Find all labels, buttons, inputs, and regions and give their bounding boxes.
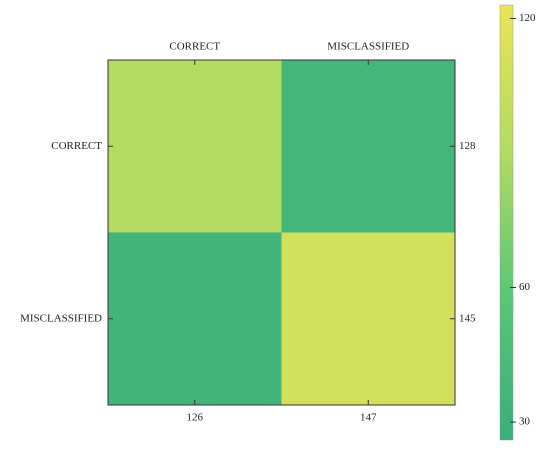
x-label-top: MISCLASSIFIED	[327, 41, 409, 53]
cell	[281, 60, 455, 233]
colorbar-label: 120	[519, 12, 536, 24]
colorbar-label: 30	[519, 416, 531, 428]
cell	[108, 232, 282, 405]
row-total: 145	[459, 312, 476, 324]
cell	[281, 232, 455, 405]
x-label-top: CORRECT	[169, 41, 220, 53]
frame	[107, 59, 456, 406]
column-total: 126	[187, 412, 204, 424]
cell	[108, 60, 282, 233]
colorbar-label: 60	[519, 281, 531, 293]
y-label: CORRECT	[51, 140, 102, 152]
column-total: 147	[360, 412, 377, 424]
y-label: MISCLASSIFIED	[20, 312, 102, 324]
colorbar	[499, 4, 514, 441]
row-total: 128	[459, 140, 476, 152]
